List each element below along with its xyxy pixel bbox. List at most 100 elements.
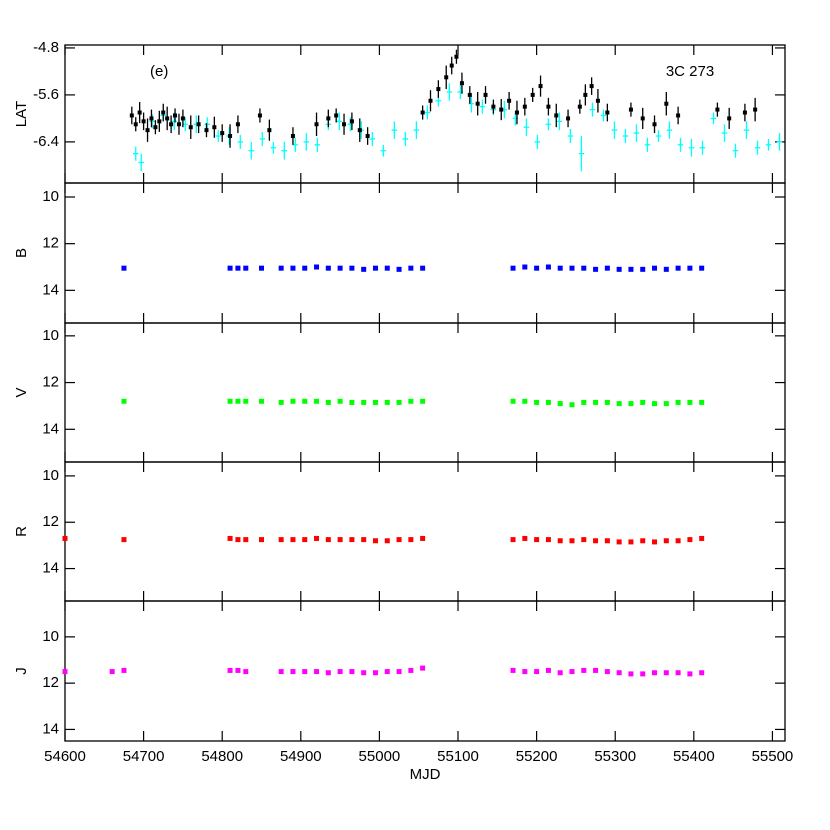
data-point: [604, 265, 610, 271]
data-point: [408, 398, 414, 404]
y-tick-label: 14: [42, 720, 59, 737]
data-point: [449, 63, 454, 68]
data-point: [235, 265, 241, 271]
data-point: [557, 401, 563, 407]
data-point: [727, 116, 732, 121]
data-point: [545, 537, 551, 543]
data-point: [349, 119, 354, 124]
y-tick-label: 10: [42, 628, 59, 645]
y-tick-label: -4.8: [33, 39, 59, 56]
data-point: [546, 104, 551, 109]
data-point: [349, 265, 355, 271]
data-point: [444, 75, 449, 80]
data-point: [569, 402, 575, 408]
data-point: [220, 131, 225, 136]
data-point: [121, 265, 127, 271]
data-point: [616, 401, 622, 407]
data-point: [325, 537, 331, 543]
data-point: [628, 401, 634, 407]
data-point: [384, 265, 390, 271]
data-point: [302, 265, 308, 271]
data-point: [566, 116, 571, 121]
data-point: [326, 116, 331, 121]
data-point: [337, 398, 343, 404]
data-point: [153, 125, 158, 130]
data-point: [640, 399, 646, 405]
data-point: [652, 670, 658, 676]
y-axis-label: J: [13, 667, 30, 675]
data-point: [133, 122, 138, 127]
data-point: [325, 670, 331, 676]
y-axis-label: LAT: [13, 101, 30, 127]
data-point: [557, 265, 563, 271]
data-point: [278, 537, 284, 543]
data-point: [259, 398, 265, 404]
data-point: [290, 265, 296, 271]
data-point: [396, 266, 402, 272]
data-point: [715, 107, 720, 112]
data-point: [593, 538, 599, 544]
data-point: [569, 538, 575, 544]
data-point: [278, 265, 284, 271]
data-point: [628, 266, 634, 272]
data-point: [687, 537, 693, 543]
data-point: [675, 399, 681, 405]
data-point: [510, 667, 516, 673]
data-point: [290, 398, 296, 404]
data-point: [420, 535, 426, 541]
data-point: [278, 399, 284, 405]
data-point: [628, 107, 633, 112]
y-tick-label: 12: [42, 374, 59, 391]
data-point: [616, 539, 622, 545]
data-point: [196, 122, 201, 127]
data-point: [628, 671, 634, 677]
data-point: [554, 113, 559, 118]
y-tick-label: 10: [42, 467, 59, 484]
x-tick-label: 55000: [359, 748, 401, 765]
data-point: [349, 399, 355, 405]
data-point: [593, 399, 599, 405]
data-point: [157, 119, 162, 124]
data-point: [180, 116, 185, 121]
data-point: [522, 264, 528, 270]
data-point: [581, 399, 587, 405]
data-point: [372, 538, 378, 544]
data-point: [204, 128, 209, 133]
data-point: [384, 669, 390, 675]
y-axis-label: V: [13, 387, 30, 397]
x-tick-label: 55400: [673, 748, 715, 765]
data-point: [169, 122, 174, 127]
data-point: [145, 128, 150, 133]
data-point: [687, 671, 693, 677]
data-point: [589, 84, 594, 89]
data-point: [510, 398, 516, 404]
data-point: [664, 101, 669, 106]
data-point: [652, 539, 658, 545]
data-point: [173, 113, 178, 118]
data-point: [259, 537, 265, 543]
data-point: [522, 398, 528, 404]
data-point: [408, 537, 414, 543]
data-point: [604, 538, 610, 544]
data-point: [342, 122, 347, 127]
data-point: [742, 110, 747, 115]
data-point: [510, 265, 516, 271]
plot-frame: [64, 322, 786, 463]
data-point: [243, 669, 249, 675]
data-point: [365, 134, 370, 139]
data-point: [510, 537, 516, 543]
data-point: [372, 265, 378, 271]
data-point: [420, 110, 425, 115]
y-tick-label: 12: [42, 235, 59, 252]
data-point: [337, 265, 343, 271]
data-point: [595, 98, 600, 103]
x-tick-label: 54800: [201, 748, 243, 765]
data-point: [640, 538, 646, 544]
data-point: [243, 537, 249, 543]
data-point: [302, 669, 308, 675]
data-point: [652, 265, 658, 271]
data-point: [545, 399, 551, 405]
data-point: [290, 134, 295, 139]
data-point: [534, 537, 540, 543]
data-point: [121, 398, 127, 404]
